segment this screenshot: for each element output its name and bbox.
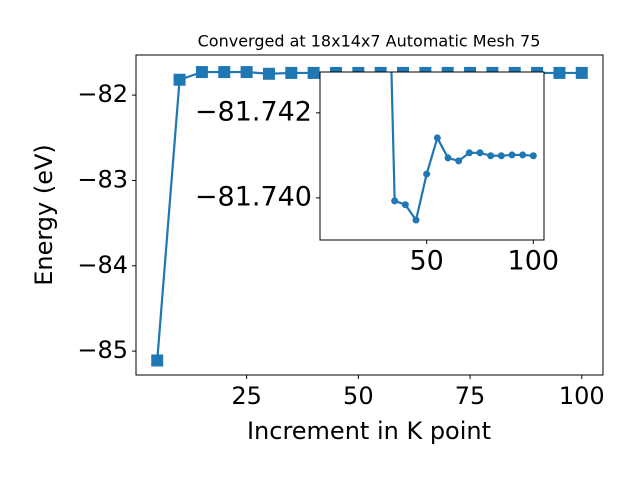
marker [455, 157, 463, 165]
marker [195, 66, 208, 79]
marker [218, 66, 231, 79]
plot-frame [135, 54, 604, 376]
marker [575, 66, 588, 79]
marker [285, 66, 298, 79]
marker [497, 152, 505, 160]
y-tick-label: −84 [77, 251, 128, 279]
marker [240, 66, 253, 79]
y-tick-label: −81.742 [195, 96, 312, 127]
marker [553, 66, 566, 79]
y-axis-label: Energy (eV) [30, 144, 58, 286]
x-tick-label: 100 [508, 246, 560, 277]
marker [391, 197, 399, 205]
marker [307, 66, 320, 79]
x-tick-label: 75 [455, 382, 486, 410]
marker [433, 134, 441, 142]
y-tick-label: −83 [77, 165, 128, 193]
x-tick-label: 50 [343, 382, 374, 410]
marker [423, 170, 431, 178]
x-axis-label: Increment in K point [247, 417, 491, 445]
x-tick-label: 25 [231, 382, 262, 410]
y-tick-label: −82 [77, 80, 128, 108]
x-tick-label: 100 [559, 382, 605, 410]
marker [412, 216, 420, 224]
marker [519, 151, 527, 159]
marker [476, 149, 484, 157]
marker [529, 152, 537, 160]
y-tick-label: −81.740 [195, 181, 312, 212]
plot-frame [319, 71, 545, 241]
marker [487, 152, 495, 160]
marker [262, 67, 275, 80]
marker [151, 354, 164, 367]
x-tick-label: 50 [409, 246, 443, 277]
marker [173, 73, 186, 86]
marker [444, 154, 452, 162]
marker [465, 149, 473, 157]
y-tick-label: −85 [77, 336, 128, 364]
plot-series [390, 72, 537, 224]
marker [508, 151, 516, 159]
chart-title: Converged at 18x14x7 Automatic Mesh 75 [198, 32, 541, 51]
marker [401, 201, 409, 209]
